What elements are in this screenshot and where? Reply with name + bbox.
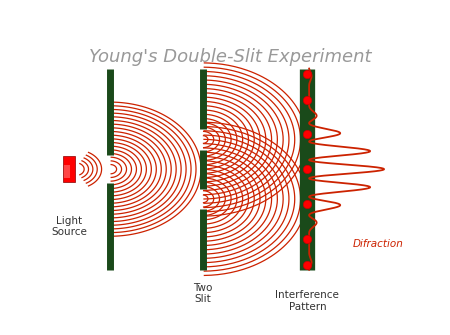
Text: Difraction: Difraction [352,239,403,249]
Text: Interference
Pattern: Interference Pattern [275,290,339,312]
FancyBboxPatch shape [64,165,70,178]
Text: Two
Slit: Two Slit [193,283,212,304]
Text: Light
Source: Light Source [51,216,87,237]
FancyBboxPatch shape [63,156,76,182]
Text: Young's Double-Slit Experiment: Young's Double-Slit Experiment [90,48,372,66]
